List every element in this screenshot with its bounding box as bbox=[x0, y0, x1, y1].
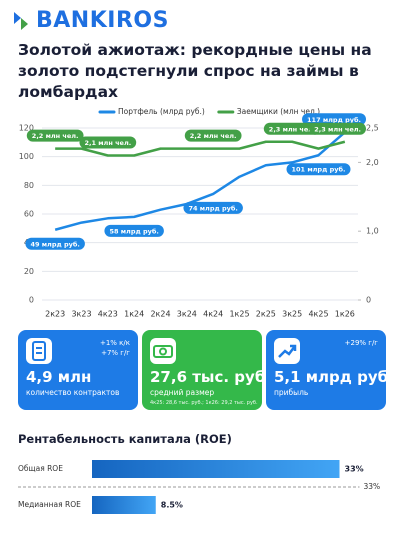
value-label-bg bbox=[309, 122, 366, 135]
x-tick-label: 4к25 bbox=[308, 310, 328, 319]
card-icon bbox=[274, 338, 300, 364]
x-tick-label: 2к23 bbox=[45, 310, 65, 319]
series-line bbox=[55, 140, 346, 157]
title: Золотой ажиотаж: рекордные цены на золот… bbox=[18, 41, 372, 101]
value-label: 2,2 млн чел. bbox=[184, 129, 242, 142]
value-label-bg bbox=[184, 129, 242, 142]
value-label-bg bbox=[302, 113, 366, 126]
card-change-line: +29% г/г bbox=[344, 339, 378, 347]
card-value: 5,1 млрд руб. bbox=[274, 368, 394, 386]
value-label-text: 49 млрд руб. bbox=[30, 240, 79, 248]
value-label: 58 млрд руб. bbox=[104, 224, 164, 237]
card-icon bbox=[150, 338, 176, 364]
series-line bbox=[54, 131, 346, 231]
x-tick-label: 4к24 bbox=[203, 310, 223, 319]
roe-chart: Общая ROE 33% Медианная ROE 8.5% 33% bbox=[18, 460, 381, 514]
y-tick-label: 100 bbox=[19, 152, 34, 161]
value-label-text: 58 млрд руб. bbox=[109, 227, 158, 235]
value-label-text: 2,3 млн чел. bbox=[269, 125, 316, 133]
value-label-bg bbox=[183, 201, 243, 214]
bar bbox=[92, 496, 156, 514]
stat-card: +29% г/г 5,1 млрд руб. прибыль bbox=[266, 330, 394, 410]
value-label-text: 74 млрд руб. bbox=[188, 204, 237, 212]
y2-tick-label: 2,5 bbox=[366, 124, 379, 133]
category-label: Медианная ROE bbox=[18, 500, 81, 509]
value-label: 74 млрд руб. bbox=[183, 201, 243, 214]
card-change: +1% к/к +7% г/г bbox=[100, 338, 130, 358]
legend-label: Заемщики (млн чел.) bbox=[237, 107, 320, 116]
value-label-text: 101 млрд руб. bbox=[292, 166, 346, 174]
legend-label: Портфель (млрд руб.) bbox=[118, 107, 205, 116]
value-label: 2,1 млн чел. bbox=[79, 136, 137, 149]
value-label: 2,2 млн чел. bbox=[26, 129, 84, 142]
icon bbox=[153, 345, 173, 358]
roe-title: Рентабельность капитала (ROE) bbox=[18, 432, 232, 446]
x-tick-label: 3к25 bbox=[282, 310, 302, 319]
value-label: 117 млрд руб. bbox=[302, 113, 366, 126]
value-label-text: 2,2 млн чел. bbox=[190, 132, 237, 140]
card-icon bbox=[26, 338, 52, 364]
icon bbox=[32, 341, 46, 361]
y-tick-label: 120 bbox=[19, 124, 34, 133]
card-label: количество контрактов bbox=[26, 388, 120, 397]
value-label-text: 117 млрд руб. bbox=[307, 116, 361, 124]
value-label-bg bbox=[79, 136, 137, 149]
y-tick-label: 60 bbox=[24, 210, 34, 219]
y2-tick-label: 2,0 bbox=[366, 158, 379, 167]
y-tick-label: 0 bbox=[29, 296, 34, 305]
value-label: 2,3 млн чел. bbox=[309, 122, 366, 135]
value-label: 8.5% bbox=[161, 501, 183, 510]
logo-icon bbox=[14, 12, 28, 30]
card-label: прибыль bbox=[274, 388, 309, 397]
icon bbox=[278, 344, 297, 358]
y2-tick-label: 0 bbox=[366, 296, 371, 305]
x-tick-label: 2к25 bbox=[256, 310, 276, 319]
value-label-bg bbox=[25, 237, 85, 250]
category-label: Общая ROE bbox=[18, 464, 63, 473]
reference-label: 33% bbox=[364, 482, 381, 491]
x-tick-label: 3к23 bbox=[71, 310, 91, 319]
value-label-bg bbox=[26, 129, 84, 142]
card-change-line: +7% г/г bbox=[101, 349, 130, 357]
x-tick-label: 2к24 bbox=[150, 310, 170, 319]
card-value: 27,6 тыс. руб. bbox=[150, 368, 271, 386]
y2-tick-label: 1,0 bbox=[366, 227, 379, 236]
card-change-line: +1% к/к bbox=[99, 339, 130, 347]
stat-card: 27,6 тыс. руб. средний размер 4к25: 28,6 т… bbox=[142, 330, 271, 410]
bar bbox=[92, 460, 340, 478]
card-label: средний размер bbox=[150, 388, 215, 397]
value-label-text: 2,3 млн чел. bbox=[314, 125, 361, 133]
value-label-bg bbox=[263, 122, 321, 135]
value-label: 33% bbox=[345, 465, 364, 474]
x-tick-label: 1к25 bbox=[229, 310, 249, 319]
x-tick-label: 1к26 bbox=[335, 310, 355, 319]
value-label-text: 2,1 млн чел. bbox=[84, 139, 131, 147]
logo: BANKIROS bbox=[36, 8, 169, 33]
y-tick-label: 80 bbox=[24, 181, 34, 190]
stat-card: +1% к/к +7% г/г 4,9 млн количество контракт… bbox=[18, 330, 138, 410]
value-label-bg bbox=[104, 224, 164, 237]
card-note: 4к25: 28,6 тыс. руб.; 1к26: 29,2 тыс. ру… bbox=[150, 400, 258, 406]
value-label: 101 млрд руб. bbox=[286, 163, 351, 176]
y-tick-label: 20 bbox=[24, 267, 34, 276]
card-change: +29% г/г bbox=[345, 338, 378, 348]
value-label: 2,3 млн чел. bbox=[263, 122, 321, 135]
x-tick-label: 1к24 bbox=[124, 310, 144, 319]
x-tick-label: 3к24 bbox=[177, 310, 197, 319]
line-chart: 02040608010012001,02,02,52к233к234к231к2… bbox=[19, 107, 379, 319]
value-label-text: 2,2 млн чел. bbox=[32, 132, 79, 140]
value-label-bg bbox=[286, 163, 351, 176]
x-tick-label: 4к23 bbox=[98, 310, 118, 319]
card-value: 4,9 млн bbox=[26, 368, 92, 386]
value-label: 49 млрд руб. bbox=[25, 237, 85, 250]
